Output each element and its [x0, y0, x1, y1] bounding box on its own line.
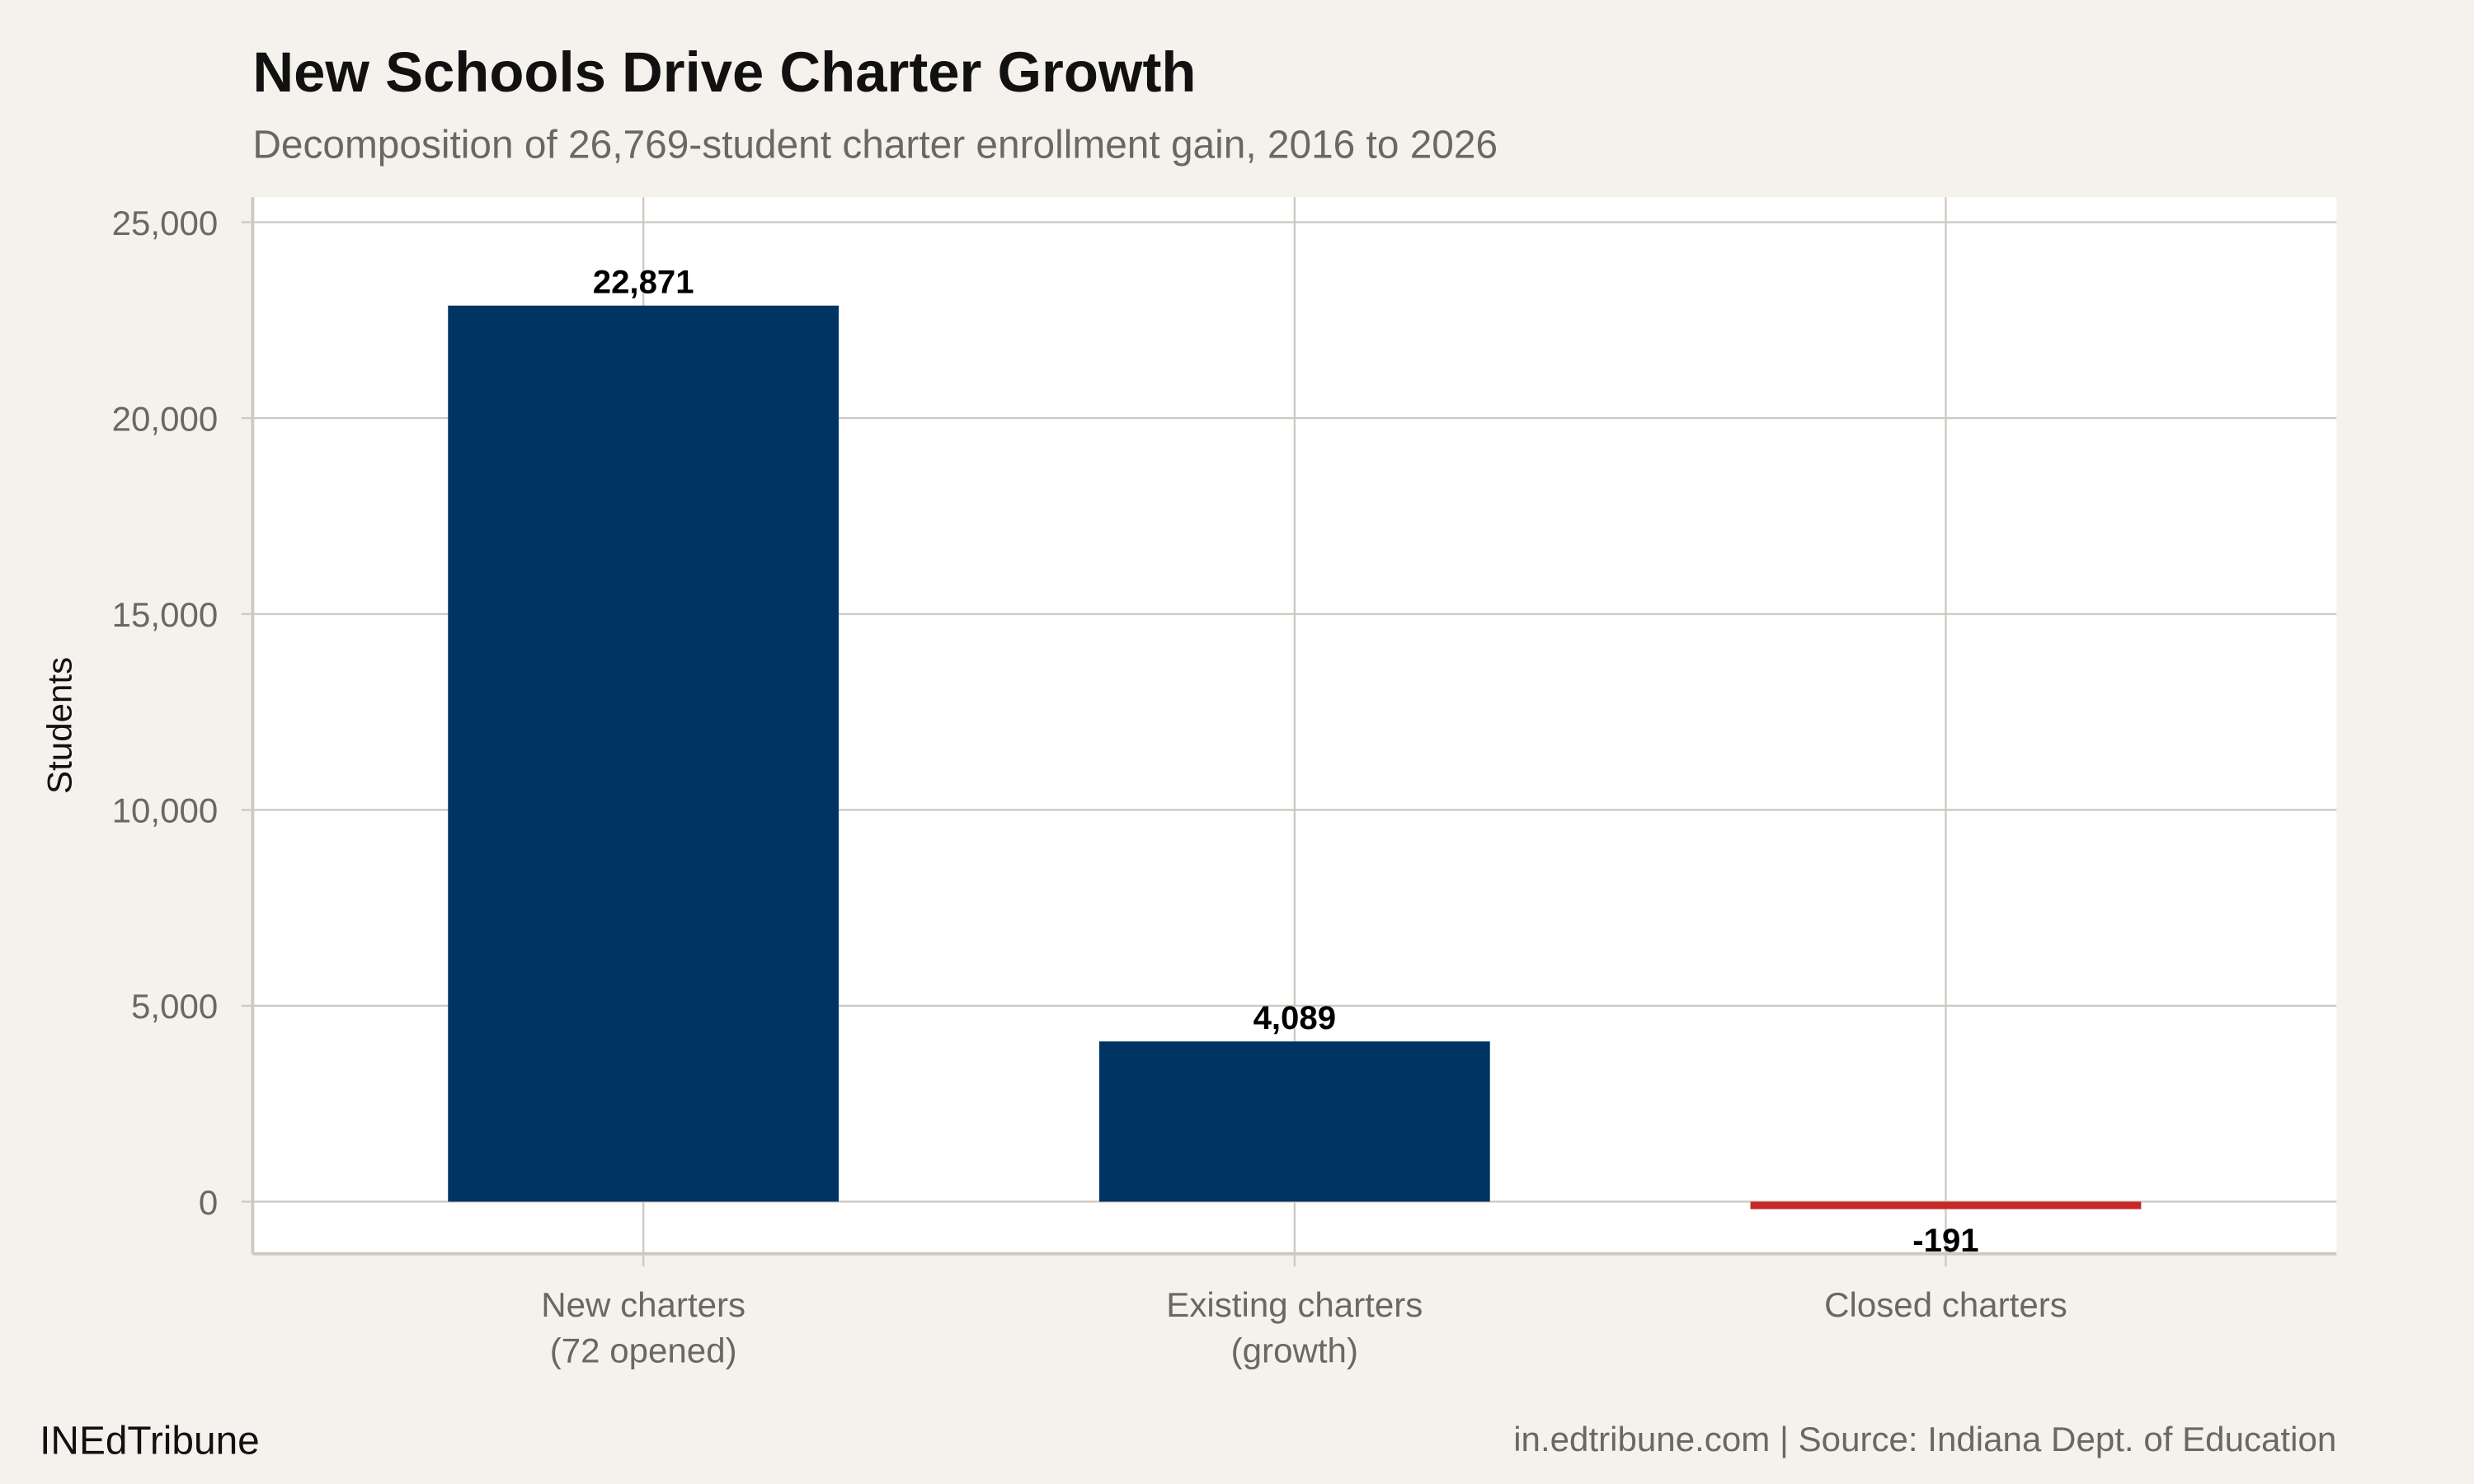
- data-label: 22,871: [593, 263, 694, 300]
- y-axis-label: Students: [40, 657, 78, 794]
- bar: [448, 305, 840, 1202]
- x-tick-label: (growth): [1231, 1331, 1358, 1370]
- y-tick-label: 0: [199, 1183, 218, 1222]
- y-tick-label: 10,000: [112, 791, 219, 830]
- data-label: 4,089: [1253, 999, 1337, 1036]
- y-tick-label: 5,000: [131, 987, 218, 1026]
- x-tick-label: Closed charters: [1824, 1285, 2067, 1324]
- y-tick-label: 15,000: [112, 595, 219, 634]
- y-tick-label: 25,000: [112, 204, 219, 242]
- data-label: -191: [1912, 1222, 1978, 1259]
- bar: [1098, 1041, 1490, 1202]
- brand-logo-text: INEdTribune: [40, 1420, 260, 1463]
- chart-title: New Schools Drive Charter Growth: [252, 40, 1196, 104]
- bar: [1750, 1201, 2142, 1209]
- x-tick-label: New charters: [541, 1285, 745, 1324]
- chart-subtitle: Decomposition of 26,769-student charter …: [252, 123, 1498, 167]
- source-caption: in.edtribune.com | Source: Indiana Dept.…: [1513, 1420, 2336, 1458]
- x-tick-label: Existing charters: [1166, 1285, 1423, 1324]
- y-tick-label: 20,000: [112, 399, 219, 438]
- x-tick-label: (72 opened): [550, 1331, 737, 1370]
